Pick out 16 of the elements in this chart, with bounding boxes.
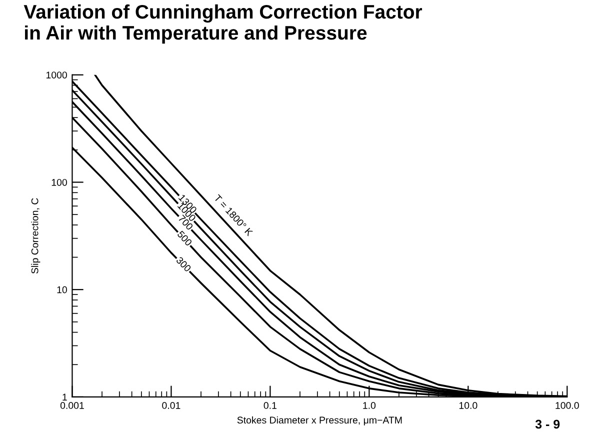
text: 3 - 9 xyxy=(535,420,560,429)
y-tick-label: 1000 xyxy=(46,72,67,78)
chart-title: Variation of Cunningham Correction Factor in Air with Temperature and Pressure xyxy=(24,4,422,44)
x-tick-label: 0.1 xyxy=(264,402,276,409)
x-tick-label: 100.0 xyxy=(556,402,579,409)
x-tick-label: 10.0 xyxy=(459,402,478,409)
text: 500 xyxy=(176,230,192,246)
text: 300 xyxy=(176,256,192,272)
x-axis-title: Stokes Diameter x Pressure, μm−ATM xyxy=(237,416,402,426)
y-tick-label: 100 xyxy=(52,178,67,186)
x-tick-label: 0.01 xyxy=(162,402,180,409)
y-tick-label: 1 xyxy=(62,394,67,400)
y-axis-title: Slip Correction, C xyxy=(31,198,40,274)
x-tick-label: 0.001 xyxy=(60,402,84,409)
x-tick-label: 1.0 xyxy=(363,402,376,409)
y-tick-label: 10 xyxy=(57,286,67,294)
